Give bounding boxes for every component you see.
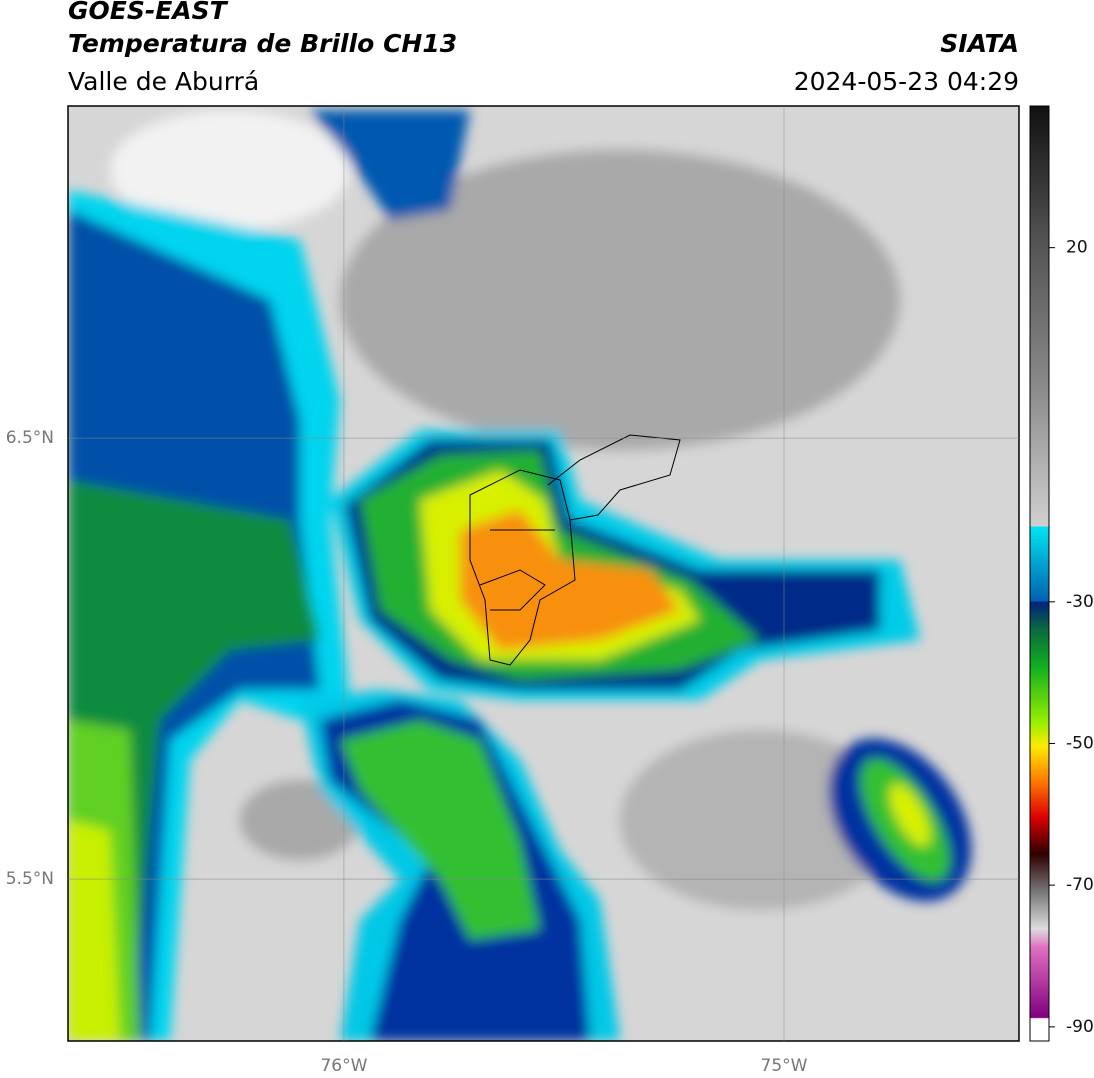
x-tick-label: 76°W (320, 1056, 367, 1076)
product: Temperatura de Brillo CH13 (68, 29, 457, 58)
colorbar (1029, 105, 1050, 1042)
colorbar-tick-label: 20 (1066, 238, 1088, 258)
region: Valle de Aburrá (68, 67, 259, 96)
colorbar-tick-label: -90 (1066, 1017, 1094, 1037)
map-frame (67, 105, 1020, 1042)
satellite-image (68, 106, 1019, 1041)
y-tick-label: 5.5°N (6, 869, 54, 889)
municipal-boundaries (469, 434, 681, 666)
colorbar-tick-label: -70 (1066, 875, 1094, 895)
agency: SIATA (940, 29, 1019, 58)
y-tick-label: 6.5°N (6, 428, 54, 448)
x-tick-label: 75°W (761, 1056, 808, 1076)
datetime: 2024-05-23 04:29 (794, 67, 1019, 96)
colorbar-tick-label: -50 (1066, 734, 1094, 754)
colorbar-tick-label: -30 (1066, 592, 1094, 612)
satellite: GOES-EAST (68, 0, 229, 25)
